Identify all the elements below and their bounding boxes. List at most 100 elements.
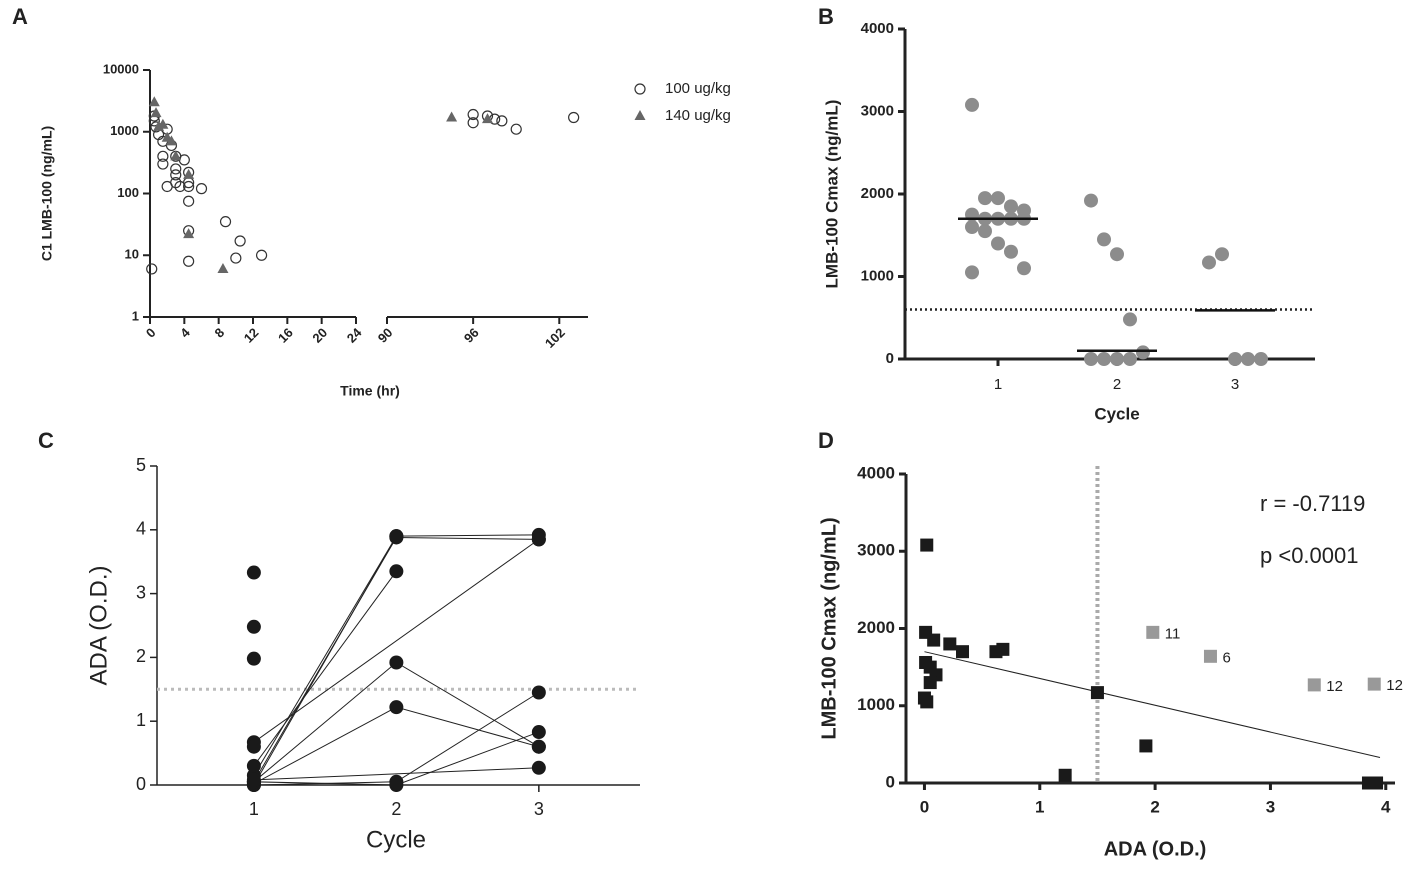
point <box>1136 345 1150 360</box>
patient-line <box>253 767 539 781</box>
point <box>183 180 195 193</box>
point <box>165 135 177 146</box>
x-tick-label: 0 <box>920 797 929 816</box>
y-axis-label: ADA (O.D.) <box>85 565 112 685</box>
point <box>389 778 404 792</box>
patient-line <box>253 570 397 767</box>
panel-label: C <box>38 428 54 453</box>
x-tick-label: 3 <box>1231 376 1239 393</box>
fit-line <box>924 651 1381 758</box>
y-tick-label: 5 <box>136 455 146 475</box>
x-tick-label: 3 <box>534 799 544 819</box>
point <box>183 168 195 179</box>
point <box>1203 649 1217 663</box>
y-tick-label: 1000 <box>110 123 139 138</box>
point <box>531 739 546 754</box>
point <box>978 224 992 239</box>
x-tick-label: 96 <box>461 325 482 346</box>
x-tick-label: 24 <box>344 324 365 345</box>
y-tick-label: 2 <box>136 646 146 666</box>
y-tick-label: 4000 <box>861 20 894 37</box>
y-tick-label: 0 <box>886 772 895 791</box>
y-tick-label: 3000 <box>861 102 894 119</box>
point <box>246 772 261 787</box>
y-tick-label: 0 <box>136 774 146 794</box>
point <box>183 195 195 207</box>
x-tick-label: 3 <box>1266 797 1275 816</box>
y-axis-label: LMB-100 Cmax (ng/mL) <box>818 517 840 739</box>
point <box>1307 678 1321 692</box>
point <box>531 685 546 700</box>
point <box>978 191 992 206</box>
point-label: 11 <box>1165 625 1181 642</box>
patient-line <box>253 661 540 783</box>
point <box>146 263 158 275</box>
y-tick-label: 1 <box>136 710 146 730</box>
x-tick-label: 4 <box>1381 797 1391 816</box>
y-tick-label: 0 <box>886 350 894 367</box>
point-label: 12 <box>1326 678 1343 695</box>
y-tick-label: 10 <box>125 247 139 262</box>
point <box>1241 352 1255 366</box>
point <box>183 255 195 267</box>
point <box>927 633 941 647</box>
x-tick-label: 12 <box>241 325 262 346</box>
point <box>157 150 169 162</box>
legend-label: 140 ug/kg <box>665 107 731 124</box>
point-label: 6 <box>1222 649 1230 666</box>
point <box>1110 247 1124 262</box>
y-tick-label: 3 <box>136 582 146 602</box>
x-tick-label: 90 <box>375 325 396 346</box>
x-tick-label: 1 <box>249 799 259 819</box>
point <box>246 619 261 634</box>
x-axis-label: Cycle <box>1094 404 1139 423</box>
point <box>148 96 160 107</box>
x-tick-label: 1 <box>994 376 1002 393</box>
point <box>1004 244 1018 259</box>
y-axis-label: C1 LMB-100 (ng/mL) <box>39 126 55 261</box>
point <box>157 158 169 170</box>
point <box>157 118 169 129</box>
point <box>1058 768 1072 782</box>
point <box>150 107 162 118</box>
panel-label: A <box>12 4 28 29</box>
point <box>230 252 242 264</box>
point <box>1228 352 1242 366</box>
panel-label: B <box>818 4 834 29</box>
point <box>568 111 580 124</box>
point <box>496 115 508 127</box>
point <box>389 655 404 670</box>
point <box>389 700 404 715</box>
point <box>996 642 1010 656</box>
point <box>956 645 970 659</box>
y-tick-label: 4000 <box>857 463 895 482</box>
point <box>246 739 261 754</box>
point <box>1097 352 1111 366</box>
x-tick-label: 102 <box>542 325 568 351</box>
y-tick-label: 2000 <box>857 618 895 637</box>
x-tick-label: 16 <box>275 325 296 346</box>
point <box>1215 247 1229 262</box>
point <box>246 651 261 666</box>
point <box>389 564 404 579</box>
y-tick-label: 1000 <box>861 267 894 284</box>
point <box>965 220 979 234</box>
point <box>943 637 957 651</box>
point <box>217 262 229 273</box>
patient-line <box>253 538 540 743</box>
point <box>170 163 182 175</box>
legend-marker <box>634 110 646 120</box>
point <box>1084 352 1098 366</box>
x-tick-label: 0 <box>143 325 159 341</box>
point <box>1370 776 1384 790</box>
x-axis-label: ADA (O.D.) <box>1104 838 1207 860</box>
point <box>1146 625 1160 639</box>
point <box>920 538 934 552</box>
point <box>219 216 232 228</box>
point <box>170 177 182 189</box>
annotation: p <0.0001 <box>1260 543 1358 568</box>
point <box>965 265 979 280</box>
point <box>1004 199 1018 214</box>
y-tick-label: 4 <box>136 519 146 539</box>
y-axis-label: LMB-100 Cmax (ng/mL) <box>822 100 841 289</box>
